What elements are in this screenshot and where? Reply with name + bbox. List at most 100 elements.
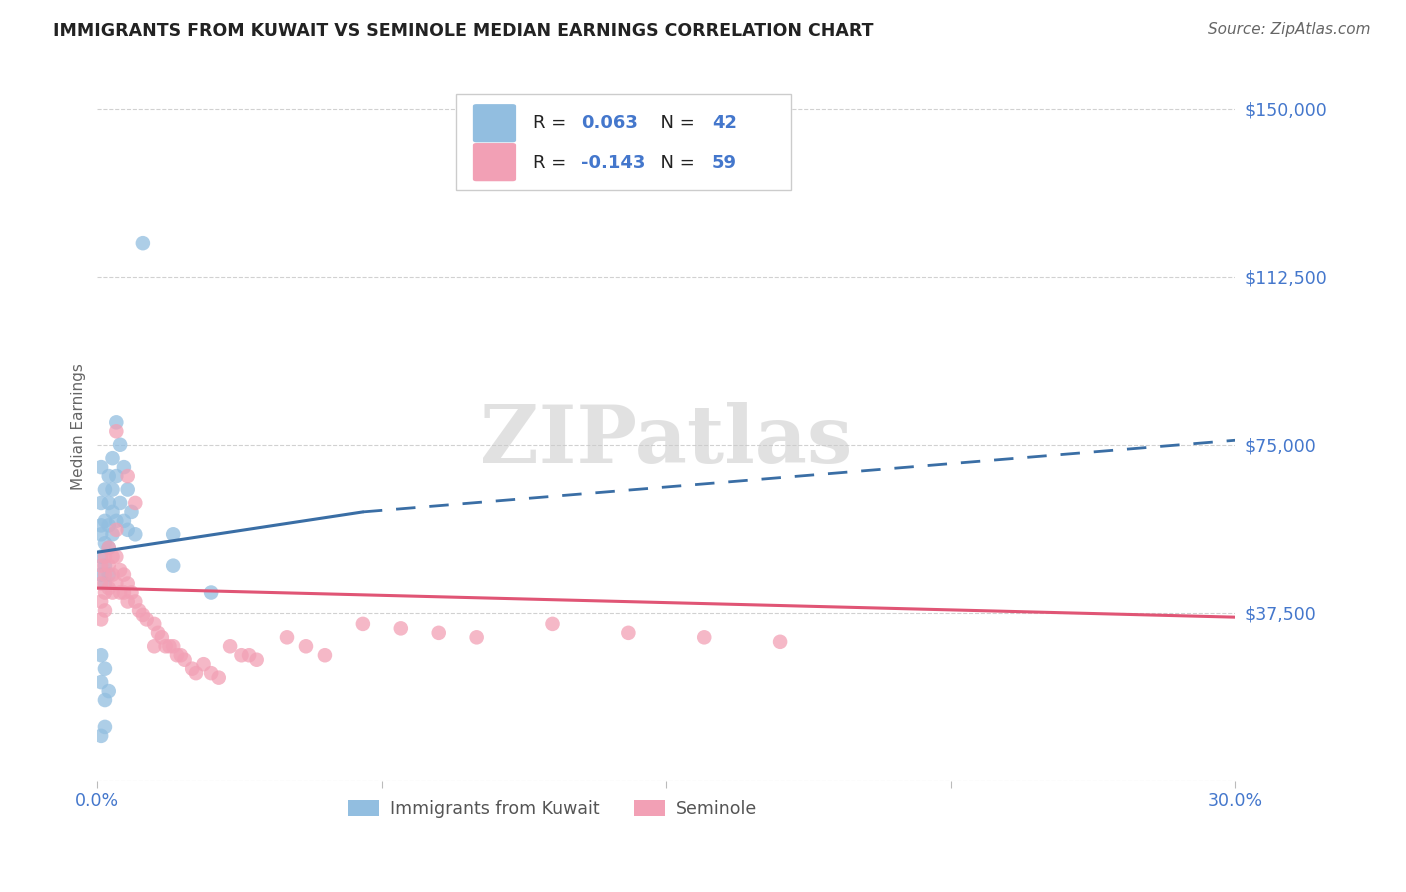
Point	[314, 648, 336, 663]
Point	[200, 585, 222, 599]
Point	[112, 567, 135, 582]
Point	[124, 527, 146, 541]
Point	[94, 549, 117, 564]
Text: 59: 59	[711, 153, 737, 172]
Point	[132, 236, 155, 251]
Point	[769, 635, 792, 649]
Point	[105, 523, 128, 537]
Point	[295, 640, 318, 654]
Point	[105, 514, 128, 528]
Point	[170, 648, 193, 663]
Point	[143, 640, 166, 654]
Text: R =: R =	[533, 153, 572, 172]
Point	[108, 438, 131, 452]
Point	[105, 576, 128, 591]
Point	[352, 616, 374, 631]
Point	[105, 549, 128, 564]
Point	[97, 541, 120, 555]
Point	[150, 630, 173, 644]
Point	[389, 621, 412, 635]
Y-axis label: Median Earnings: Median Earnings	[72, 363, 86, 491]
Text: N =: N =	[650, 114, 700, 132]
Point	[90, 460, 112, 475]
Point	[117, 469, 139, 483]
Text: N =: N =	[650, 153, 700, 172]
Point	[124, 594, 146, 608]
Point	[101, 585, 124, 599]
Point	[219, 640, 242, 654]
Point	[105, 415, 128, 429]
Point	[124, 496, 146, 510]
Point	[184, 666, 207, 681]
Point	[146, 625, 169, 640]
Point	[97, 541, 120, 555]
Point	[117, 576, 139, 591]
Point	[101, 567, 124, 582]
Text: -0.143: -0.143	[581, 153, 645, 172]
Point	[173, 653, 195, 667]
Point	[117, 483, 139, 497]
Point	[94, 483, 117, 497]
Point	[112, 585, 135, 599]
Point	[117, 594, 139, 608]
Point	[90, 612, 112, 626]
Point	[117, 523, 139, 537]
Point	[90, 518, 112, 533]
Point	[208, 671, 231, 685]
Point	[97, 518, 120, 533]
Point	[238, 648, 260, 663]
Point	[94, 603, 117, 617]
Point	[181, 662, 204, 676]
Point	[112, 514, 135, 528]
Point	[94, 662, 117, 676]
Point	[200, 666, 222, 681]
Point	[105, 469, 128, 483]
Point	[617, 625, 640, 640]
Point	[693, 630, 716, 644]
Point	[101, 483, 124, 497]
Point	[108, 496, 131, 510]
Point	[90, 558, 112, 573]
Point	[128, 603, 150, 617]
Point	[101, 505, 124, 519]
Point	[97, 558, 120, 573]
Point	[94, 536, 117, 550]
Point	[94, 720, 117, 734]
Point	[97, 469, 120, 483]
Point	[94, 693, 117, 707]
Point	[101, 527, 124, 541]
Point	[94, 558, 117, 573]
Point	[90, 594, 112, 608]
Point	[112, 460, 135, 475]
Point	[166, 648, 188, 663]
Text: ZIPatlas: ZIPatlas	[481, 402, 852, 480]
Legend: Immigrants from Kuwait, Seminole: Immigrants from Kuwait, Seminole	[342, 793, 763, 825]
Point	[90, 567, 112, 582]
Point	[97, 567, 120, 582]
Point	[231, 648, 253, 663]
Point	[541, 616, 564, 631]
Point	[90, 576, 112, 591]
FancyBboxPatch shape	[472, 143, 516, 181]
FancyBboxPatch shape	[456, 95, 792, 190]
Point	[132, 607, 155, 622]
Point	[108, 585, 131, 599]
Point	[246, 653, 269, 667]
Text: 42: 42	[711, 114, 737, 132]
Point	[90, 496, 112, 510]
Text: IMMIGRANTS FROM KUWAIT VS SEMINOLE MEDIAN EARNINGS CORRELATION CHART: IMMIGRANTS FROM KUWAIT VS SEMINOLE MEDIA…	[53, 22, 875, 40]
Text: Source: ZipAtlas.com: Source: ZipAtlas.com	[1208, 22, 1371, 37]
Point	[90, 648, 112, 663]
Point	[465, 630, 488, 644]
Point	[94, 585, 117, 599]
Point	[162, 527, 184, 541]
Point	[193, 657, 215, 672]
Point	[97, 581, 120, 595]
Point	[90, 729, 112, 743]
Point	[97, 684, 120, 698]
Point	[135, 612, 157, 626]
Point	[105, 425, 128, 439]
Point	[90, 549, 112, 564]
Point	[101, 451, 124, 466]
Point	[155, 640, 177, 654]
